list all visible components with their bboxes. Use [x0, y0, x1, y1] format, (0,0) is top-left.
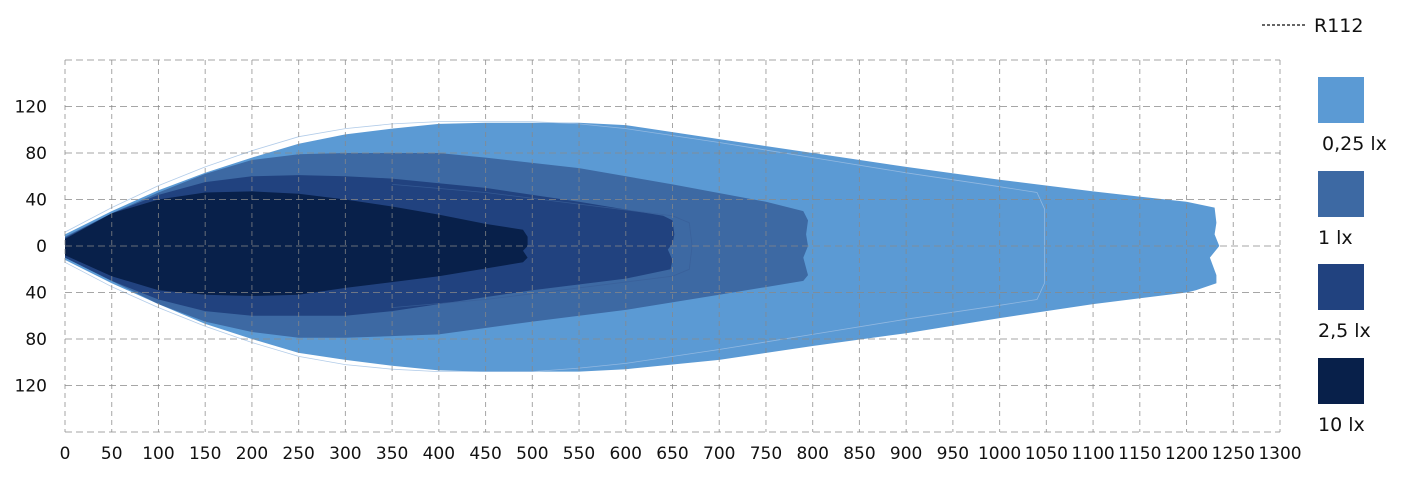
x-tick-label: 950: [937, 444, 969, 464]
x-tick-label: 650: [656, 444, 688, 464]
legend-label: 0,25 lx: [1322, 133, 1387, 155]
x-tick-label: 800: [796, 444, 828, 464]
x-tick-label: 250: [282, 444, 314, 464]
legend-label: 10 lx: [1318, 414, 1365, 436]
x-tick-label: 50: [101, 444, 123, 464]
x-tick-label: 1300: [1258, 444, 1301, 464]
contour-areas: [65, 122, 1220, 372]
legend-swatch: [1318, 77, 1364, 123]
y-tick-label: 80: [25, 330, 47, 350]
x-tick-label: 750: [750, 444, 782, 464]
x-tick-labels: 0 50 100 150 200 250 300 350 400 450 500 550 600 650 7…: [60, 444, 1302, 464]
legend-label: 2,5 lx: [1318, 320, 1371, 342]
x-tick-label: 450: [469, 444, 501, 464]
x-tick-label: 400: [423, 444, 455, 464]
x-tick-label: 0: [60, 444, 71, 464]
contour-10-lx-area: [65, 191, 528, 296]
x-tick-label: 100: [142, 444, 174, 464]
y-tick-label: 80: [25, 144, 47, 164]
y-tick-labels: 120 80 40 0 40 80 120: [15, 98, 47, 397]
x-tick-label: 550: [563, 444, 595, 464]
x-tick-label: 500: [516, 444, 548, 464]
x-tick-label: 1150: [1118, 444, 1161, 464]
grid: [64, 59, 1281, 433]
x-tick-label: 1250: [1212, 444, 1255, 464]
x-tick-label: 1100: [1071, 444, 1114, 464]
y-tick-label: 120: [15, 98, 47, 118]
y-tick-label: 40: [25, 284, 47, 304]
x-tick-label: 700: [703, 444, 735, 464]
x-tick-label: 1050: [1025, 444, 1068, 464]
x-tick-label: 900: [890, 444, 922, 464]
legend-label: 1 lx: [1318, 227, 1353, 249]
x-tick-label: 1000: [978, 444, 1021, 464]
x-tick-label: 850: [843, 444, 875, 464]
y-tick-label: 120: [15, 377, 47, 397]
x-tick-label: 150: [189, 444, 221, 464]
x-tick-label: 600: [610, 444, 642, 464]
legend-swatch: [1318, 171, 1364, 217]
legend-swatch: [1318, 264, 1364, 310]
legend-r112-label: R112: [1314, 15, 1363, 37]
y-tick-label: 40: [25, 191, 47, 211]
x-tick-label: 1200: [1165, 444, 1208, 464]
legend: R112 0,25 lx 1 lx 2,5 lx 10 lx: [1262, 15, 1387, 436]
x-tick-label: 300: [329, 444, 361, 464]
legend-swatch: [1318, 358, 1364, 404]
y-tick-label: 0: [36, 237, 47, 257]
x-tick-label: 200: [236, 444, 268, 464]
x-tick-label: 350: [376, 444, 408, 464]
